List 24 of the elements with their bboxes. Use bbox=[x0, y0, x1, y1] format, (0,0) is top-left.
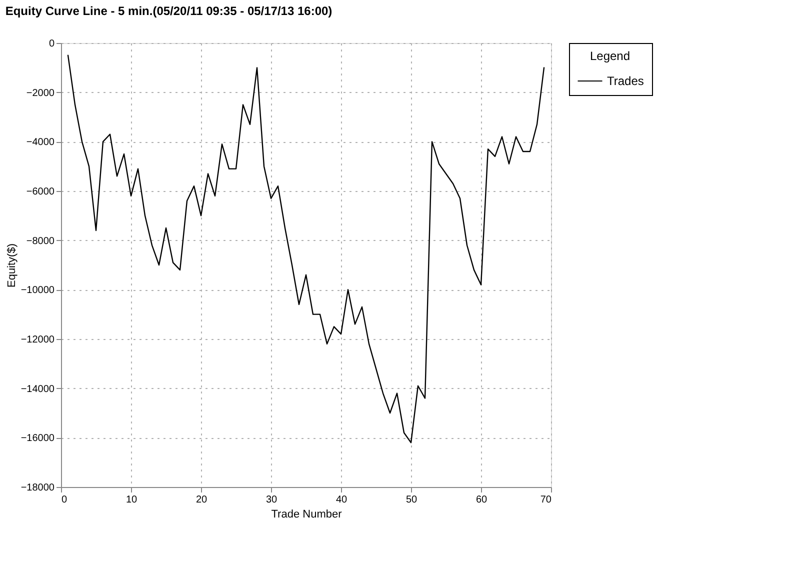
y-tick-label: −14000 bbox=[20, 384, 55, 395]
legend-label: Trades bbox=[607, 74, 644, 88]
x-tick-label: 20 bbox=[196, 494, 208, 506]
x-tick-label: 40 bbox=[336, 494, 348, 506]
x-tick-label: 30 bbox=[266, 494, 278, 506]
x-tick-label: 60 bbox=[476, 494, 488, 506]
chart-title: Equity Curve Line - 5 min.(05/20/11 09:35 - 05/17/13 16:00) bbox=[5, 4, 332, 18]
y-tick-label: −12000 bbox=[20, 334, 55, 346]
y-axis-title: Equity($) bbox=[6, 243, 18, 288]
y-tick-label: −16000 bbox=[20, 433, 55, 444]
x-tick-label: 50 bbox=[406, 494, 418, 506]
legend-title: Legend bbox=[590, 49, 630, 63]
x-tick-label: 10 bbox=[126, 494, 138, 506]
y-tick-label: −8000 bbox=[26, 236, 55, 247]
y-tick-label: −18000 bbox=[20, 482, 55, 494]
x-tick-label: 70 bbox=[540, 494, 552, 506]
y-tick-label: −2000 bbox=[26, 88, 55, 99]
y-tick-label: 0 bbox=[48, 38, 55, 50]
line-series bbox=[67, 54, 545, 444]
y-tick-label: −4000 bbox=[26, 137, 55, 148]
x-axis-title: Trade Number bbox=[271, 508, 342, 520]
y-tick-label: −10000 bbox=[20, 285, 55, 296]
x-tick-label: 0 bbox=[62, 494, 68, 506]
y-tick-label: −6000 bbox=[26, 186, 55, 198]
